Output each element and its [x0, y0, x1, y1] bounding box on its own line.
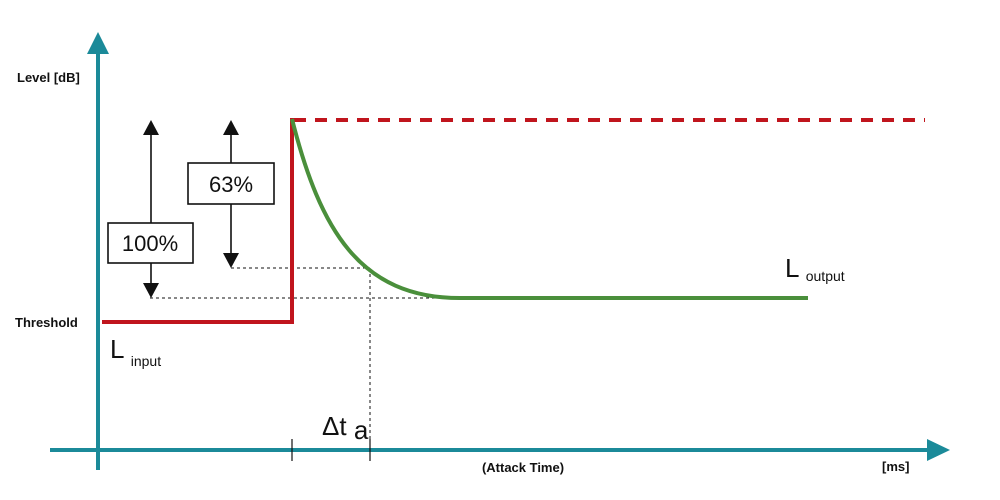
arrow-63-up-head	[223, 120, 239, 135]
input-curve-label: L input	[110, 334, 161, 369]
input-level-line	[102, 118, 294, 324]
box-63	[187, 162, 275, 205]
arrow-100-down-head	[143, 283, 159, 298]
output-curve-label: L output	[785, 253, 845, 284]
attack-time-sub: a	[354, 415, 369, 445]
input-curve-main: L	[110, 334, 124, 364]
x-axis-arrowhead	[927, 439, 950, 461]
label-100-percent: 100%	[122, 231, 178, 256]
x-axis-unit: [ms]	[882, 459, 909, 474]
box-100	[107, 222, 194, 264]
attack-time-main: Δt	[322, 411, 347, 441]
threshold-label: Threshold	[15, 315, 78, 330]
output-curve-main: L	[785, 253, 799, 283]
input-curve-sub: input	[131, 353, 161, 369]
label-63-percent: 63%	[209, 172, 253, 197]
output-curve-sub: output	[806, 268, 845, 284]
arrow-100-up-head	[143, 120, 159, 135]
arrow-63-down-head	[223, 253, 239, 268]
output-level-curve	[290, 118, 808, 300]
y-axis-label: Level [dB]	[17, 70, 80, 85]
attack-time-symbol: Δt a	[322, 411, 369, 445]
x-axis-caption: (Attack Time)	[482, 460, 564, 475]
y-axis-arrowhead	[87, 32, 109, 54]
